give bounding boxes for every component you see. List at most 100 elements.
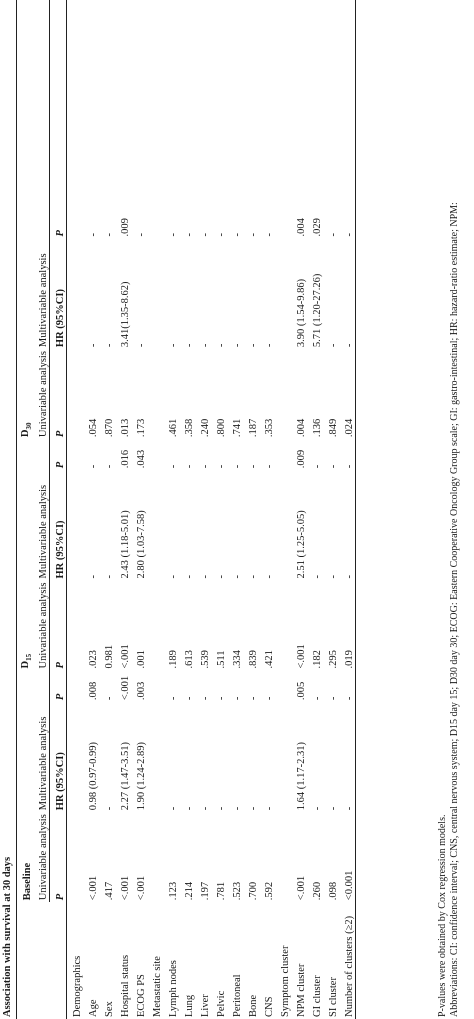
table-cell: .700 [248,881,259,901]
table-cell: 0.98 (0.97-0.99) [88,741,99,811]
table-cell: - [232,696,243,701]
table-cell: - [312,464,323,469]
table-cell: .870 [104,418,115,438]
row-label: Age [88,999,99,1018]
table-cell: - [248,696,259,701]
table-row: Age <.001 0.98 (0.97-0.99) .008 .023 - - .054 - - [83,0,99,1019]
table-cell: - [232,464,243,469]
table-cell: 1.90 (1.24-2.89) [136,741,147,811]
table-cell: - [216,696,227,701]
survival-table: Baseline D15 D30 Univariable analysis Mu… [16,0,356,1019]
table-cell: - [232,575,243,579]
table-cell: .539 [200,650,211,669]
table-cell: .197 [200,881,211,901]
table-cell: .024 [339,349,356,440]
table-cell [67,581,84,671]
table-cell: .358 [184,418,195,438]
table-cell: .189 [168,650,179,669]
table-cell: 0.981 [104,644,115,669]
table-cell [147,239,163,350]
table-cell: - [184,233,195,237]
table-cell [275,470,291,580]
table-row: Bone .700 - - .839 - - .187 - - [243,0,259,1019]
table-cell: .173 [136,418,147,438]
table-cell: - [88,464,99,469]
table-row: ECOG PS <.001 1.90 (1.24-2.89) .003 .001 2.80… [131,0,147,1019]
row-label: Bone [248,994,259,1017]
table-cell: - [328,575,339,579]
table-cell: .781 [216,881,227,901]
table-cell [67,349,84,439]
table-row: GI cluster .260 - - .182 - - .136 5.71 (1.20-27.… [307,0,323,1019]
table-row: CNS .592 - - .421 - - .353 - - [259,0,275,1019]
footnote-abbreviations: Abbreviations: CI: confidence interval; … [449,202,460,1017]
table-cell: - [264,233,275,237]
table-cell [147,470,163,580]
table-cell: - [339,670,356,703]
table-cell: .098 [328,881,339,901]
table-cell: - [88,575,99,579]
table-cell: - [88,343,99,348]
table-cell: - [248,575,259,579]
table-cell: - [184,696,195,701]
footnotes: P-values were obtained by Cox regression… [437,2,461,1017]
univariable-header: Univariable analysis [33,349,50,440]
table-cell: - [200,696,211,701]
table-cell: <.001 [120,875,131,901]
table-cell: - [200,233,211,237]
hr-header: HR (95%CI) [49,470,67,581]
table-cell: 5.71 (1.20-27.26) [312,273,323,348]
p-header: P [49,580,67,671]
table-cell: .839 [248,650,259,669]
table-cell: - [339,238,356,350]
table-cell: .240 [200,418,211,438]
hr-header: HR (95%CI) [49,238,67,350]
table-cell [67,470,84,580]
table-cell: .008 [88,681,99,701]
table-cell: - [200,575,211,579]
table-cell: - [216,233,227,237]
table-cell [147,581,163,671]
table-cell [275,439,291,470]
table-cell: - [104,696,115,701]
row-label: Lymph nodes [168,960,179,1017]
table-cell: .029 [312,218,323,237]
row-label: Liver [200,994,211,1017]
p-header: P [49,0,67,239]
table-cell: - [264,343,275,348]
table-cell: - [312,806,323,811]
row-label: Number of clusters (≥2) [339,902,356,1019]
table-cell: - [200,464,211,469]
table-cell: - [216,464,227,469]
table-body: Demographics Age <.001 0.98 (0.97-0.99) .008… [67,0,356,1019]
row-label: Peritoneal [232,974,243,1017]
table-cell: - [328,696,339,701]
table-cell: - [168,696,179,701]
table-cell: - [264,696,275,701]
group-d15: D15 [16,439,33,671]
table-cell [67,812,84,902]
table-cell: - [104,575,115,579]
table-cell: .214 [184,881,195,901]
table-cell: .054 [88,418,99,438]
table-cell: .023 [88,650,99,669]
table-row: Liver .197 - - .539 - - .240 - - [195,0,211,1019]
multivariable-header: Multivariable analysis [33,439,50,581]
table-cell: <0.001 [339,812,356,903]
table-cell: .187 [248,418,259,438]
p-header: P [49,439,67,471]
table-cell: - [184,575,195,579]
row-label: NPM cluster [296,963,307,1017]
table-cell [275,812,291,902]
table-cell: .009 [296,449,307,469]
table-cell: .004 [296,418,307,438]
table-cell: <.001 [136,875,147,901]
table-cell: <.001 [296,644,307,669]
table-cell: - [328,343,339,348]
table-cell [67,702,84,812]
table-row: Symptom cluster [275,0,291,1019]
table-cell: 3.41(1.35-8.62) [120,281,131,348]
table-cell [67,239,84,350]
table-cell: <.001 [120,675,131,701]
table-cell: - [104,233,115,237]
